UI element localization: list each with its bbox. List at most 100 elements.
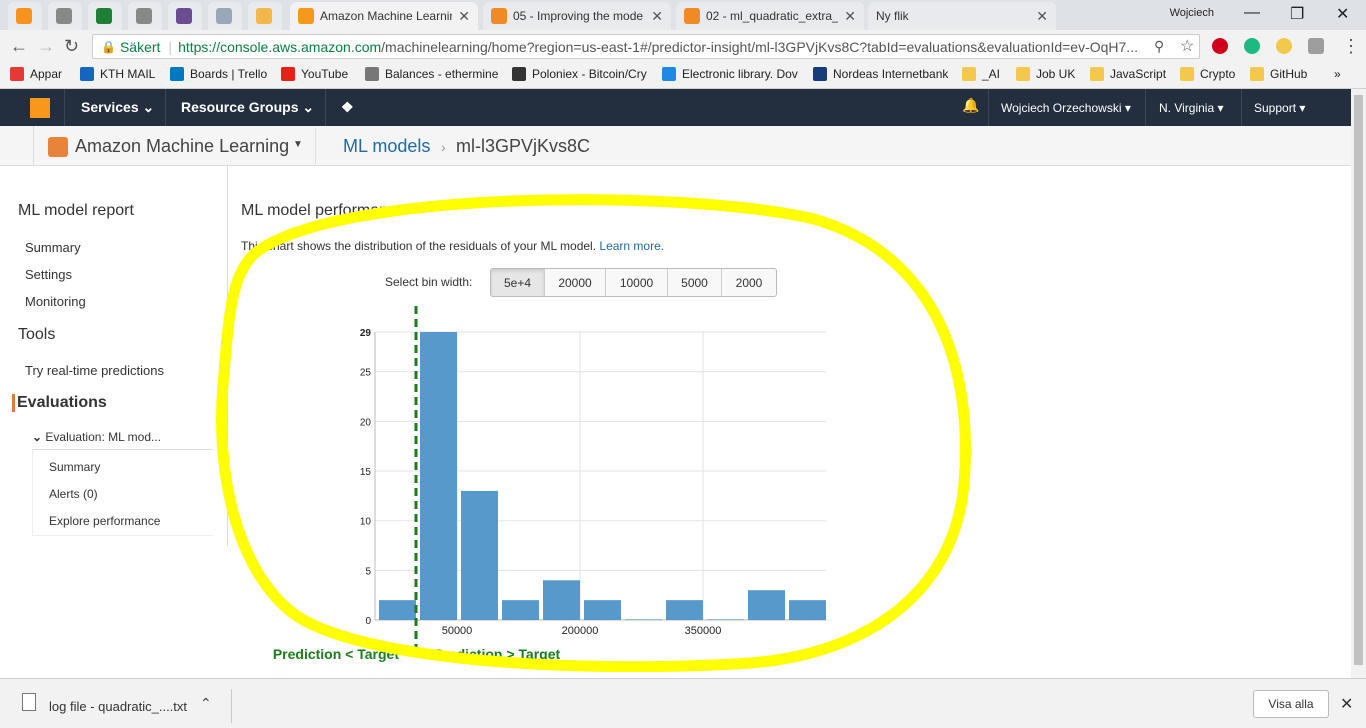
histogram-bar — [420, 332, 457, 620]
weather-extension-icon[interactable] — [1276, 38, 1292, 54]
opera-extension-icon[interactable] — [1212, 38, 1228, 54]
nav-item-summary[interactable]: Summary — [25, 240, 81, 255]
header-divider — [325, 89, 326, 126]
browser-tab[interactable]: Amazon Machine Learnin ✕ — [290, 2, 478, 30]
aws-logo-icon[interactable] — [30, 98, 50, 118]
nav-item-monitoring[interactable]: Monitoring — [25, 294, 86, 309]
resource-groups-menu[interactable]: Resource Groups ⌄ — [181, 99, 314, 116]
nav-item-evaluation[interactable]: ⌄ Evaluation: ML mod... — [32, 430, 161, 444]
chevron-up-icon[interactable]: ⌃ — [200, 695, 212, 711]
bookmark-item[interactable]: _AI — [962, 67, 1000, 81]
address-bar[interactable]: 🔒 Säkert | https://console.aws.amazon.co… — [92, 34, 1200, 59]
account-name: Wojciech Orzechowski — [1001, 101, 1122, 115]
restore-icon[interactable]: ❐ — [1290, 6, 1305, 23]
bookmark-star-icon[interactable]: ☆ — [1180, 38, 1195, 55]
bookmark-item[interactable]: Poloniex - Bitcoin/Cry — [512, 67, 647, 81]
zoom-search-icon[interactable]: ⚲ — [1154, 38, 1165, 54]
lock-icon: 🔒 — [101, 39, 116, 54]
browser-tab[interactable]: 05 - Improving the mode ✕ — [483, 2, 671, 30]
histogram-bar — [502, 600, 539, 620]
mail-extension-icon[interactable] — [1308, 38, 1324, 54]
close-tab-icon[interactable]: ✕ — [458, 7, 470, 24]
chart-description: This chart shows the distribution of the… — [241, 239, 664, 253]
browser-tab[interactable] — [88, 2, 122, 30]
close-tab-icon[interactable]: ✕ — [844, 7, 856, 24]
bookmark-icon — [80, 67, 94, 81]
bookmark-item[interactable]: Balances - ethermine — [365, 67, 498, 81]
close-tab-icon[interactable]: ✕ — [651, 7, 663, 24]
x-tick-label: 350000 — [685, 625, 722, 637]
notifications-bell-icon[interactable]: 🔔 — [962, 97, 980, 113]
reload-icon[interactable]: ↻ — [64, 36, 80, 56]
account-menu[interactable]: Wojciech Orzechowski ▾ — [1001, 101, 1131, 115]
close-window-icon[interactable]: ✕ — [1336, 6, 1350, 23]
bookmark-item[interactable]: KTH MAIL — [80, 67, 155, 81]
service-name[interactable]: Amazon Machine Learning — [75, 136, 290, 156]
minimize-icon[interactable]: — — [1244, 4, 1260, 21]
chat-extension-icon[interactable] — [1244, 38, 1260, 54]
close-tab-icon[interactable]: ✕ — [1036, 7, 1048, 24]
close-download-bar-icon[interactable]: ✕ — [1340, 696, 1354, 713]
bin-width-option[interactable]: 5e+4 — [491, 269, 545, 296]
region-menu[interactable]: N. Virginia ▾ — [1159, 101, 1224, 115]
nav-item-settings[interactable]: Settings — [25, 267, 72, 282]
browser-tab[interactable]: 02 - ml_quadratic_extra_ ✕ — [676, 2, 864, 30]
subheader-spacer — [0, 126, 34, 166]
page-scrollbar[interactable] — [1351, 89, 1366, 678]
show-all-button[interactable]: Visa alla — [1253, 690, 1329, 718]
bookmark-item[interactable]: Appar — [10, 67, 62, 81]
chrome-menu-icon[interactable]: ⋮ — [1342, 36, 1360, 56]
bookmark-label: JavaScript — [1110, 67, 1167, 81]
scrollbar-thumb[interactable] — [1354, 95, 1363, 665]
nav-item-realtime-predictions[interactable]: Try real-time predictions — [25, 363, 164, 378]
browser-tab[interactable]: Ny flik ✕ — [868, 2, 1056, 30]
bin-width-option[interactable]: 5000 — [668, 269, 722, 296]
bookmark-item[interactable]: Job UK — [1016, 67, 1075, 81]
tab-favicon-icon — [491, 8, 507, 24]
nav-item-explore-performance[interactable]: Explore performance — [49, 514, 161, 528]
bin-width-option[interactable]: 2000 — [735, 275, 763, 290]
bookmark-item[interactable]: Electronic library. Dov — [662, 67, 798, 81]
browser-tab[interactable] — [168, 2, 202, 30]
x-tick-label: 200000 — [562, 625, 599, 637]
breadcrumb-ml-models[interactable]: ML models — [343, 136, 431, 156]
bookmark-item[interactable]: Nordeas Internetbank — [813, 67, 948, 81]
bookmark-item[interactable]: Boards | Trello — [170, 67, 267, 81]
browser-tab[interactable] — [48, 2, 82, 30]
learn-more-link[interactable]: Learn more. — [599, 239, 665, 253]
forward-icon[interactable]: → — [37, 36, 55, 56]
browser-profile-name[interactable]: Wojciech — [1169, 7, 1214, 19]
browser-tab[interactable] — [128, 2, 162, 30]
bookmark-label: Electronic library. Dov — [682, 67, 798, 81]
bin-width-option[interactable]: 20000 — [545, 269, 606, 296]
tab-favicon-icon — [256, 8, 272, 24]
back-icon[interactable]: ← — [10, 36, 28, 56]
chevron-down-icon[interactable]: ▼ — [293, 139, 303, 150]
bookmark-label: _AI — [982, 67, 1001, 81]
bookmark-item[interactable]: JavaScript — [1090, 67, 1166, 81]
services-menu[interactable]: Services ⌄ — [81, 99, 154, 116]
machine-learning-service-icon — [48, 137, 68, 157]
nav-item-eval-alerts[interactable]: Alerts (0) — [49, 487, 98, 501]
x-tick-label: 50000 — [442, 625, 473, 637]
bookmark-item[interactable]: Crypto — [1180, 67, 1235, 81]
browser-tab[interactable] — [208, 2, 242, 30]
pin-icon[interactable]: ❖ — [341, 99, 354, 115]
bin-width-option[interactable]: 10000 — [606, 269, 668, 296]
browser-tab[interactable] — [8, 2, 42, 30]
tab-favicon-icon — [216, 8, 232, 24]
chevron-right-icon: › — [441, 139, 446, 155]
support-menu[interactable]: Support ▾ — [1254, 101, 1306, 115]
nav-item-eval-summary[interactable]: Summary — [49, 460, 101, 474]
nav-item-evaluations[interactable]: Evaluations — [17, 394, 107, 411]
download-file-name[interactable]: log file - quadratic_....txt — [49, 699, 188, 714]
bookmark-item[interactable]: YouTube — [281, 67, 348, 81]
bookmarks-overflow-icon[interactable]: » — [1334, 67, 1341, 81]
bookmark-label: Appar — [30, 67, 63, 81]
evaluation-label: Evaluation: ML mod... — [45, 430, 162, 444]
bookmark-item[interactable]: GitHub — [1250, 67, 1307, 81]
header-divider — [1145, 89, 1146, 126]
browser-tab[interactable] — [248, 2, 282, 30]
tab-favicon-icon — [96, 8, 112, 24]
histogram-bar — [707, 619, 744, 620]
